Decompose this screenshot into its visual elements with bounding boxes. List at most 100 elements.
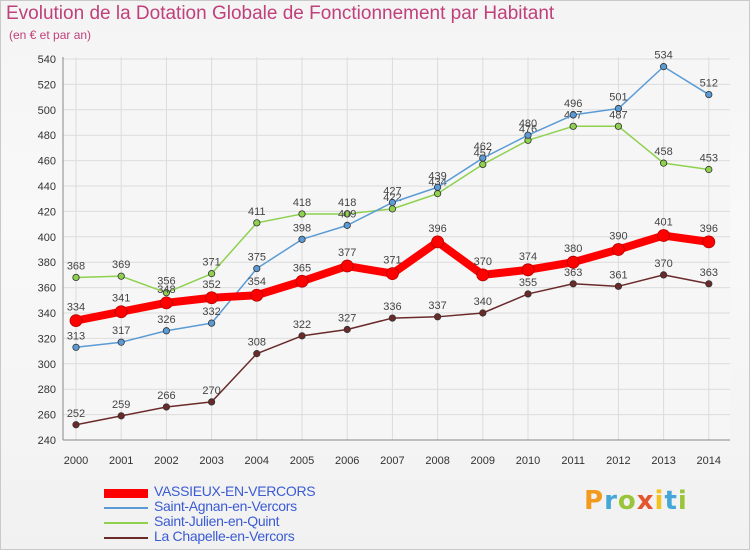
data-label: 337	[428, 300, 446, 312]
data-label: 363	[564, 267, 582, 279]
data-point	[343, 325, 351, 334]
x-tick-label: 2006	[335, 455, 359, 467]
legend-swatch-saint-agnan	[104, 507, 148, 509]
data-point	[659, 271, 668, 279]
y-tick-label: 500	[38, 105, 56, 117]
data-label: 458	[654, 146, 672, 158]
y-tick-label: 540	[38, 54, 56, 66]
data-point	[476, 268, 490, 282]
data-point	[433, 190, 442, 198]
logo-letter: x	[636, 486, 655, 516]
logo-letter: i	[677, 486, 688, 516]
data-label: 317	[112, 325, 130, 337]
data-label: 340	[474, 296, 492, 308]
data-label: 476	[519, 123, 537, 135]
data-label: 352	[202, 279, 220, 291]
data-point	[72, 273, 80, 282]
data-label: 439	[428, 170, 446, 182]
data-point	[208, 319, 216, 327]
data-label: 361	[609, 269, 627, 281]
data-label: 462	[474, 141, 492, 153]
data-point	[253, 264, 261, 273]
data-point	[612, 243, 625, 256]
data-label: 334	[67, 302, 85, 314]
data-label: 327	[338, 313, 356, 325]
data-label: 512	[700, 78, 718, 90]
data-point	[702, 235, 716, 249]
data-point	[250, 288, 264, 302]
data-label: 326	[157, 314, 175, 326]
data-label: 332	[202, 306, 220, 318]
data-point	[114, 305, 128, 319]
legend-swatch-vassieux	[104, 489, 148, 498]
data-point	[159, 296, 173, 310]
data-point	[705, 90, 713, 99]
data-label: 390	[609, 231, 627, 243]
data-label: 375	[248, 252, 266, 264]
y-tick-label: 260	[38, 410, 56, 422]
logo-letter: t	[664, 486, 678, 516]
y-tick-label: 420	[38, 206, 56, 218]
data-label: 380	[564, 243, 582, 255]
data-point	[388, 314, 396, 322]
x-tick-label: 2013	[651, 455, 675, 467]
data-label: 322	[293, 319, 311, 331]
data-point	[569, 280, 577, 288]
data-label: 363	[700, 267, 718, 279]
x-tick-label: 2009	[471, 455, 495, 467]
data-point	[340, 259, 354, 273]
x-tick-label: 2002	[154, 455, 178, 467]
data-label: 480	[519, 118, 537, 130]
data-point	[162, 327, 170, 335]
data-point	[72, 421, 80, 429]
x-tick-label: 2005	[290, 455, 314, 467]
data-label: 365	[293, 262, 311, 274]
data-label: 370	[654, 258, 672, 270]
data-label: 427	[383, 186, 401, 198]
legend-label-saint-julien: Saint-Julien-en-Quint	[154, 513, 280, 529]
data-point	[433, 313, 442, 321]
legend-swatch-la-chapelle	[104, 537, 148, 539]
data-point	[343, 210, 351, 218]
x-tick-label: 2014	[697, 455, 721, 467]
data-label: 266	[157, 390, 175, 402]
data-point	[295, 274, 309, 288]
data-label: 398	[293, 222, 311, 234]
data-label: 341	[112, 293, 130, 305]
data-label: 434	[428, 177, 446, 189]
data-label: 487	[609, 109, 627, 121]
x-tick-label: 2007	[380, 455, 404, 467]
logo-letter: o	[617, 486, 637, 516]
data-label: 355	[519, 277, 537, 289]
x-tick-label: 2008	[425, 455, 449, 467]
data-label: 370	[474, 256, 492, 268]
proxiti-logo: Proxiti	[584, 486, 688, 516]
x-tick-label: 2010	[516, 455, 540, 467]
data-point	[705, 280, 713, 288]
data-point	[431, 235, 445, 249]
data-point	[69, 314, 83, 328]
data-point	[208, 398, 216, 406]
data-point	[479, 154, 487, 162]
data-label: 418	[338, 197, 356, 209]
data-label: 534	[654, 50, 672, 62]
data-point	[388, 198, 396, 207]
chart-subtitle: (en € et par an)	[9, 28, 92, 42]
data-label: 396	[700, 223, 718, 235]
data-point	[162, 289, 170, 297]
y-tick-label: 320	[38, 333, 56, 345]
data-label: 371	[383, 255, 401, 267]
data-point	[566, 255, 580, 269]
x-tick-label: 2004	[245, 455, 269, 467]
logo-letter: i	[654, 486, 665, 516]
data-point	[705, 165, 713, 174]
data-point	[298, 332, 306, 340]
legend-label-vassieux: VASSIEUX-EN-VERCORS	[154, 483, 316, 499]
x-tick-label: 2000	[64, 455, 88, 467]
data-label: 369	[112, 259, 130, 271]
data-label: 377	[338, 247, 356, 259]
data-label: 270	[202, 385, 220, 397]
x-tick-label: 2003	[199, 455, 223, 467]
data-point	[614, 104, 623, 113]
data-point	[569, 111, 577, 119]
